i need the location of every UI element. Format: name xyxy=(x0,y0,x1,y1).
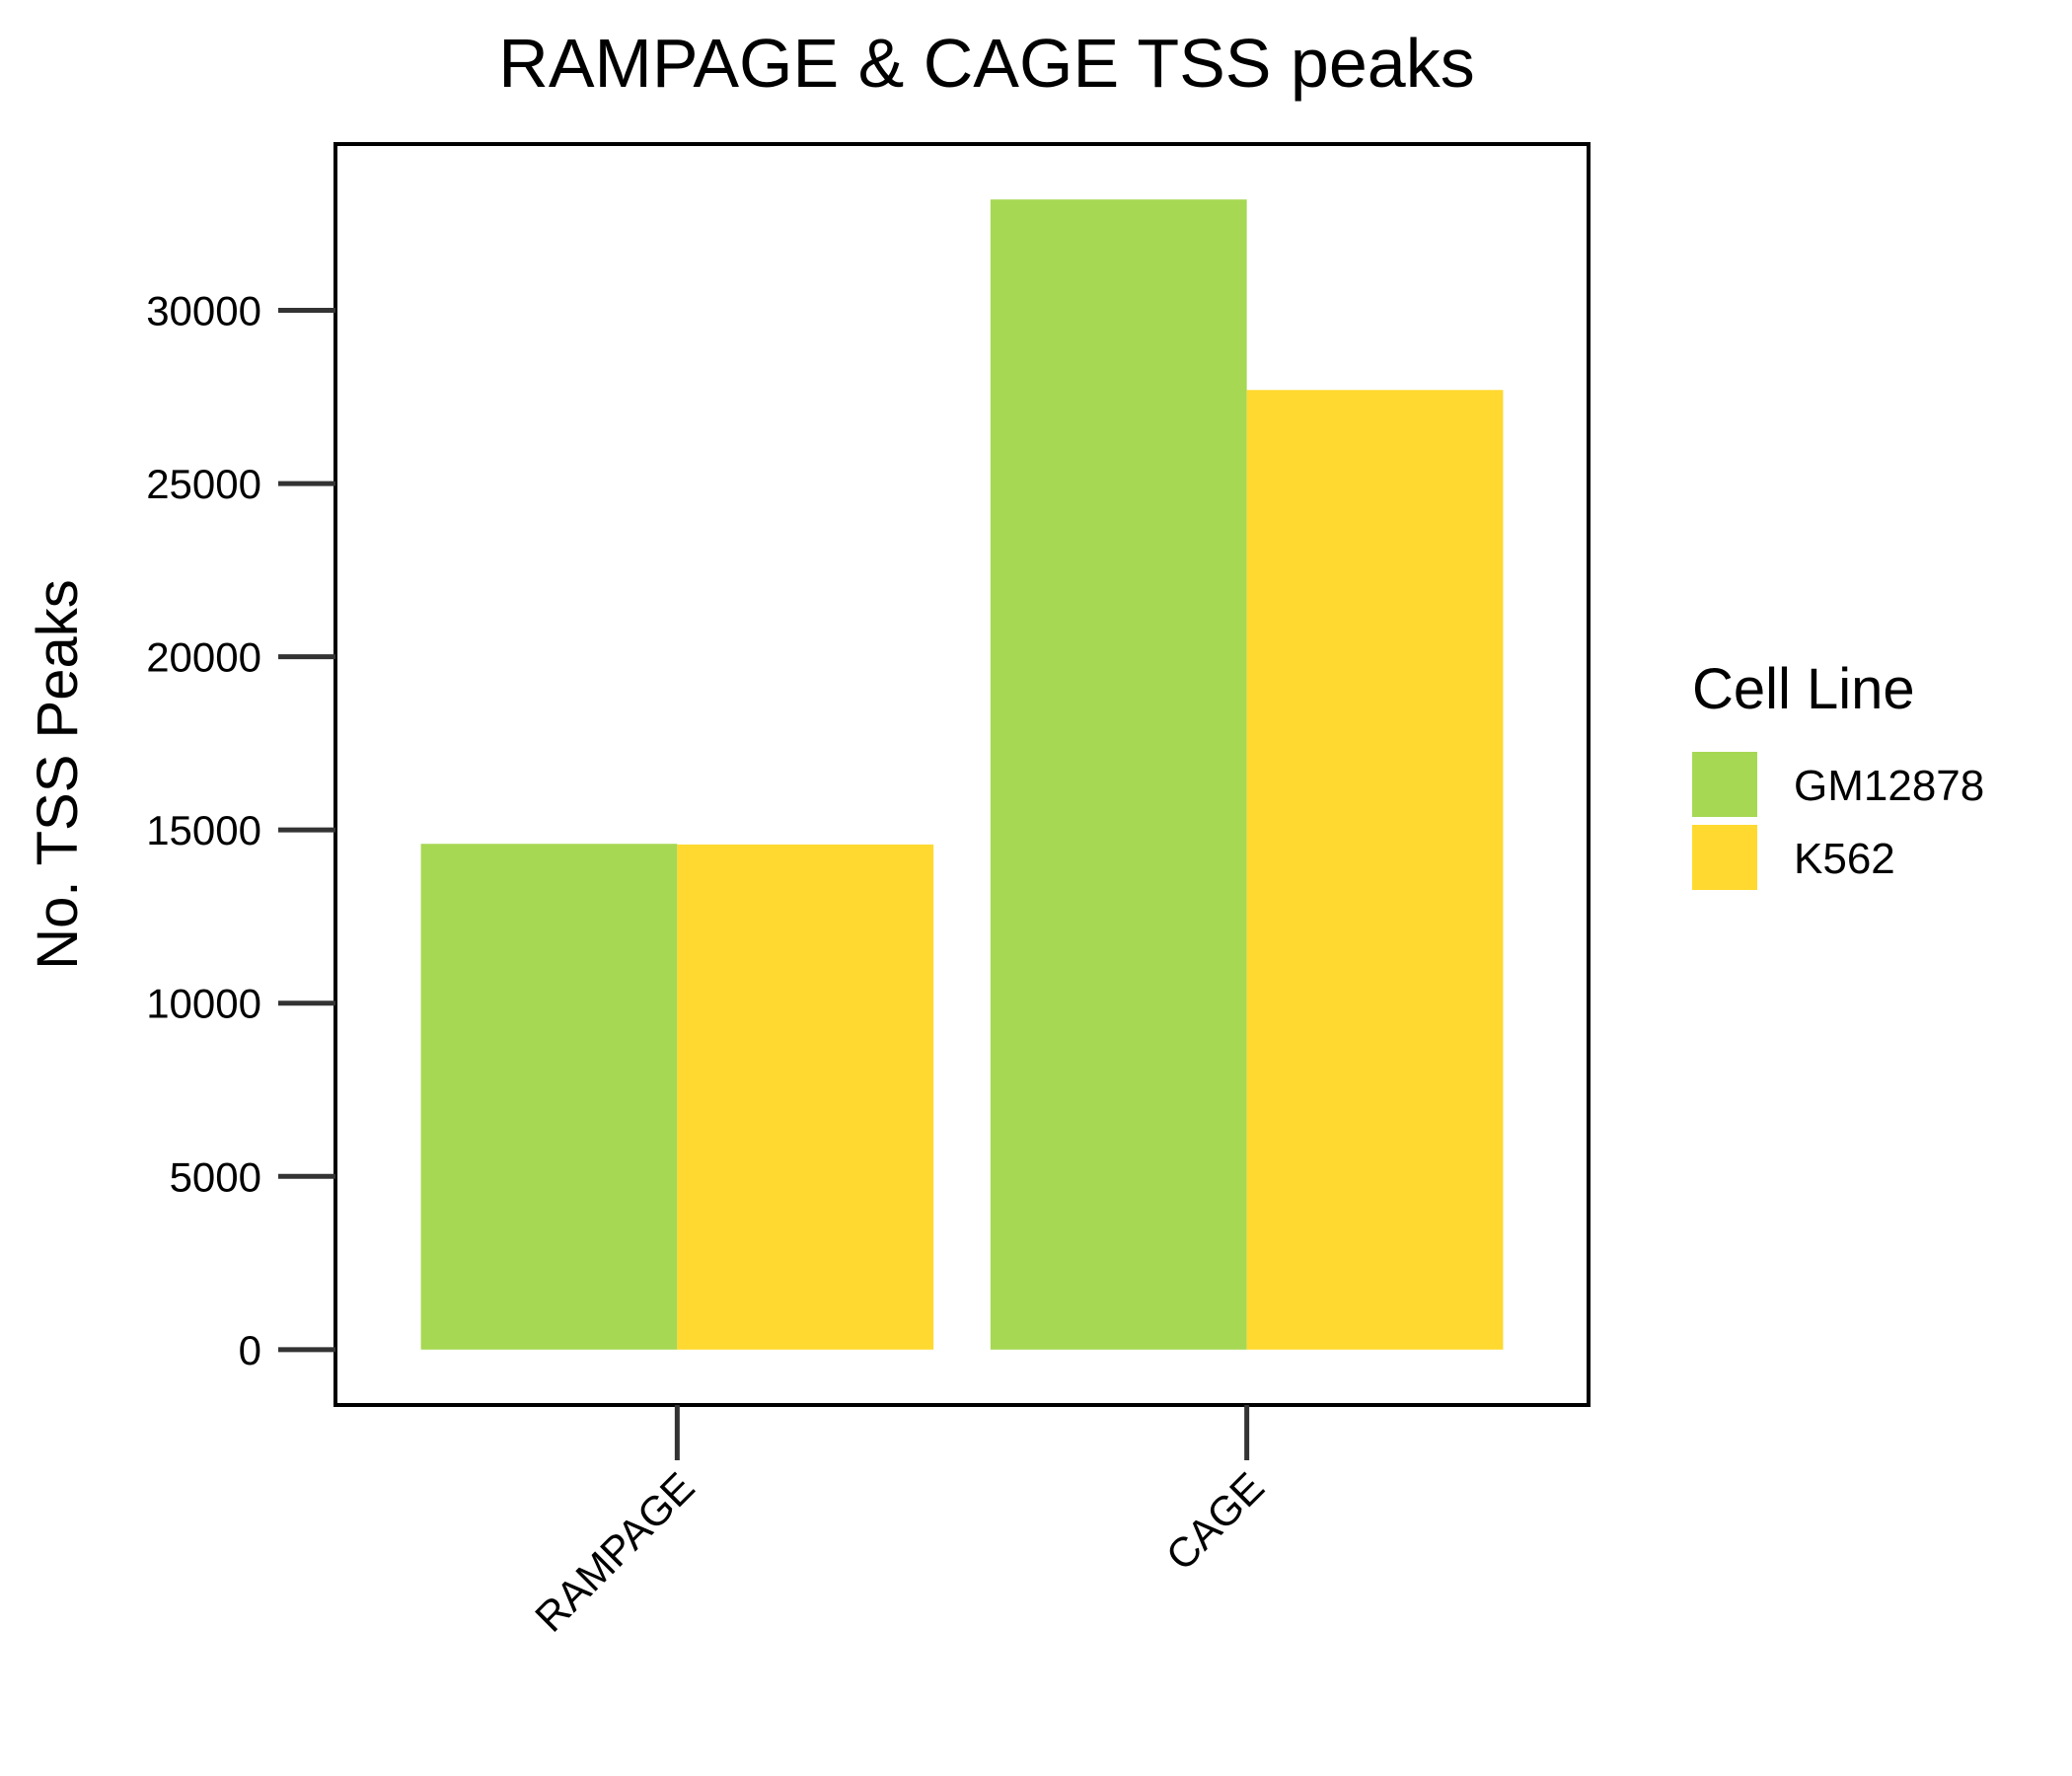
bar-cage-gm12878 xyxy=(990,199,1247,1350)
y-tick-label: 30000 xyxy=(146,288,261,334)
y-tick-label: 0 xyxy=(239,1327,261,1373)
bar-rampage-k562 xyxy=(677,844,934,1350)
legend-items: GM12878 K562 xyxy=(1692,752,1984,890)
y-tick-label: 25000 xyxy=(146,461,261,507)
bar-rampage-gm12878 xyxy=(420,844,678,1350)
y-tick-label: 10000 xyxy=(146,981,261,1027)
legend-swatch-k562 xyxy=(1692,825,1757,890)
legend-label: K562 xyxy=(1794,835,1895,883)
x-tick-label: RAMPAGE xyxy=(526,1463,703,1641)
x-tick-label: CAGE xyxy=(1157,1463,1273,1579)
y-tick-label: 5000 xyxy=(170,1153,261,1200)
legend-swatch-gm12878 xyxy=(1692,752,1757,817)
plot-frame xyxy=(333,142,1591,1407)
legend-title: Cell Line xyxy=(1692,657,1915,721)
bar-cage-k562 xyxy=(1246,390,1504,1350)
legend: Cell Line GM12878 K562 xyxy=(1692,657,1984,890)
legend-label: GM12878 xyxy=(1794,762,1984,810)
y-axis: 0 5000 10000 15000 20000 25000 30000 xyxy=(146,288,335,1373)
y-axis-label: No. TSS Peaks xyxy=(26,579,90,969)
bars-layer xyxy=(420,199,1504,1350)
chart-title: RAMPAGE & CAGE TSS peaks xyxy=(498,25,1474,102)
x-axis: RAMPAGE CAGE xyxy=(526,1405,1273,1641)
y-tick-label: 20000 xyxy=(146,634,261,681)
y-tick-label: 15000 xyxy=(146,807,261,853)
